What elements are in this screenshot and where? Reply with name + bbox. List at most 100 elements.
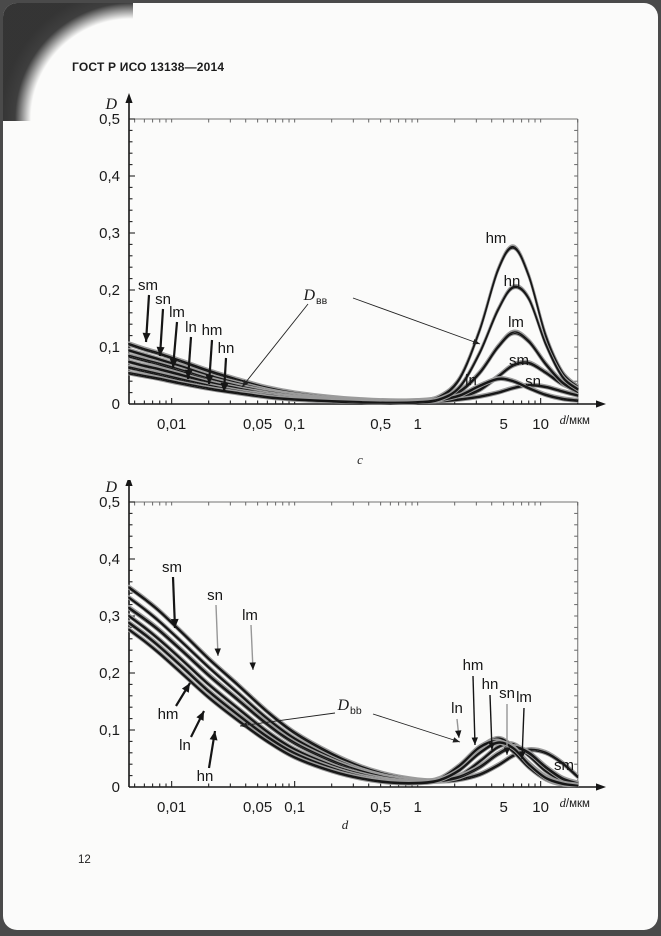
x-tick-label: 0,1	[284, 799, 305, 816]
chart-c-sublabel: c	[357, 452, 363, 467]
curve-label-lm: lm	[516, 689, 532, 706]
y-axis-title: D	[104, 480, 117, 496]
arrowhead	[596, 400, 606, 408]
arrowhead	[503, 747, 511, 755]
page-number: 12	[78, 854, 91, 866]
x-tick-label: 0,05	[243, 799, 272, 816]
x-tick-label: 0,01	[157, 799, 186, 816]
y-tick-label: 0,2	[99, 665, 120, 682]
y-tick-label: 0	[112, 396, 120, 413]
callout-pointer	[352, 297, 481, 345]
curve-label-sn: sn	[499, 685, 515, 702]
x-tick-label: 1	[413, 799, 421, 816]
callout-subscript: вв	[316, 295, 328, 307]
curve-label-hn: hn	[504, 273, 521, 290]
x-tick-label: 0,5	[370, 416, 391, 433]
y-tick-label: 0,1	[99, 722, 120, 739]
axes: 0,5 0,4 0,3 0,2 0,1 0 0,01 0,05 0,1 0,5 1 5 10 Dd/мкм	[99, 93, 606, 433]
document-page: ГОСТ Р ИСО 13138—2014 0,5 0,4 0,3 0,2 0,1 0 0,…	[3, 3, 658, 930]
arrowhead	[184, 369, 193, 379]
curve-label-sn: sn	[207, 587, 223, 604]
y-tick-label: 0,2	[99, 282, 120, 299]
y-tick-label: 0,3	[99, 608, 120, 625]
arrowhead	[142, 332, 151, 342]
y-tick-label: 0,3	[99, 225, 120, 242]
chart-d: 0,5 0,4 0,3 0,2 0,1 0 0,01 0,05 0,1 0,5 1 5 10 Dd/мкм…	[99, 480, 606, 816]
curve-label-sm: sm	[509, 352, 529, 369]
curve-label-hm: hm	[202, 322, 223, 339]
y-tick-label: 0	[112, 779, 120, 796]
arrowhead	[181, 683, 190, 693]
curve-label-ln: ln	[465, 372, 477, 389]
x-tick-label: 0,1	[284, 416, 305, 433]
callout-label: D	[336, 697, 349, 714]
curve-label-hn: hn	[197, 768, 214, 785]
x-tick-label: 1	[413, 416, 421, 433]
annotation-arrow	[521, 707, 525, 760]
curve-label-ln: ln	[179, 737, 191, 754]
curve-label-hm: hm	[158, 706, 179, 723]
x-tick-label: 0,5	[370, 799, 391, 816]
arrowhead	[125, 480, 133, 486]
chart-c: 0,5 0,4 0,3 0,2 0,1 0 0,01 0,05 0,1 0,5 1 5 10 Dd/мкм…	[99, 93, 606, 433]
arrowhead	[209, 731, 218, 741]
x-tick-label: 0,05	[243, 416, 272, 433]
curve-label-ln: ln	[185, 319, 197, 336]
annotation-arrow	[215, 604, 219, 657]
y-tick-label: 0,5	[99, 111, 120, 128]
curve-label-sn: sn	[155, 291, 171, 308]
y-tick-label: 0,4	[99, 168, 120, 185]
callout-pointer	[372, 713, 461, 743]
arrowhead	[249, 662, 256, 670]
curve-label-hn: hn	[218, 340, 235, 357]
series	[127, 584, 579, 788]
y-axis-title: D	[104, 96, 117, 113]
plot-frame	[129, 501, 579, 787]
x-axis-title: d/мкм	[560, 796, 590, 810]
curve-label-lm: lm	[242, 607, 258, 624]
annotation-arrow	[489, 694, 493, 751]
chart-d-sublabel: d	[341, 817, 349, 832]
annotation-arrow	[472, 675, 476, 746]
callout-subscript: bb	[350, 705, 362, 717]
arrowhead	[519, 751, 526, 759]
curve-label-lm: lm	[169, 304, 185, 321]
y-tick-label: 0,4	[99, 551, 120, 568]
x-axis-title: d/мкм	[560, 413, 590, 427]
callout-pointer	[241, 303, 309, 388]
callout-label: D	[302, 287, 315, 304]
arrowhead	[242, 379, 249, 387]
arrowhead	[220, 382, 229, 392]
curve-label-hm: hm	[486, 230, 507, 247]
arrowhead	[596, 783, 606, 791]
curve-label-sn: sn	[525, 373, 541, 390]
x-tick-label: 5	[499, 416, 507, 433]
y-tick-label: 0,5	[99, 494, 120, 511]
arrowhead	[205, 374, 214, 384]
plot-frame	[129, 118, 579, 404]
arrowhead	[170, 618, 179, 628]
arrowhead	[455, 730, 462, 738]
annotation-arrow	[250, 624, 254, 671]
arrowhead	[472, 338, 480, 345]
x-tick-label: 5	[499, 799, 507, 816]
series-hn	[127, 283, 579, 405]
arrowhead	[240, 722, 248, 728]
x-tick-label: 0,01	[157, 416, 186, 433]
y-tick-label: 0,1	[99, 339, 120, 356]
curve-label-sm: sm	[554, 757, 574, 774]
series-hn	[127, 626, 579, 788]
arrowhead	[214, 648, 221, 656]
curve-label-hm: hm	[463, 657, 484, 674]
x-tick-label: 10	[532, 416, 549, 433]
arrowhead	[125, 93, 133, 103]
curve-label-sm: sm	[162, 559, 182, 576]
x-tick-label: 10	[532, 799, 549, 816]
curve-label-hn: hn	[482, 676, 499, 693]
curve-label-sm: sm	[138, 277, 158, 294]
curve-label-ln: ln	[451, 700, 463, 717]
arrowhead	[196, 711, 204, 721]
arrowhead	[169, 358, 178, 368]
